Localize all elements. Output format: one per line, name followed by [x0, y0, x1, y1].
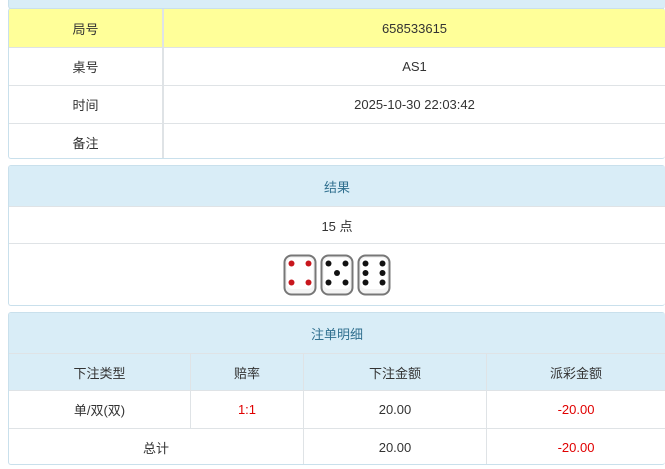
- round-info-table: 局号 658533615 桌号 AS1 时间 2025-10-30 22:03:42 …: [8, 8, 665, 159]
- row-round-id: 局号 658533615: [9, 9, 665, 47]
- bet-details-title: 注单明细: [9, 313, 665, 353]
- col-bet-type: 下注类型: [73, 365, 126, 381]
- note: [164, 124, 665, 158]
- bet-details-table: 注单明细 下注类型 赔率 下注金额 派彩金额 单/双(双) 1:1 20.00 …: [8, 312, 665, 465]
- payout: -20.00: [486, 391, 665, 428]
- col-odds: 赔率: [190, 354, 303, 390]
- points: 15 点: [9, 206, 665, 243]
- total-amount: 20.00: [303, 429, 486, 464]
- table-row: 单/双(双) 1:1 20.00 -20.00: [9, 390, 665, 428]
- round-id: 658533615: [381, 20, 448, 36]
- col-amount: 下注金额: [303, 354, 486, 390]
- table-id: AS1: [402, 59, 427, 74]
- bet-type: 单/双(双): [73, 403, 126, 418]
- row-table-id: 桌号 AS1: [9, 47, 665, 85]
- result-title: 结果: [9, 166, 665, 206]
- total-payout: -20.00: [486, 429, 665, 464]
- die-6-icon: [357, 254, 391, 295]
- die-5-icon: [320, 254, 354, 295]
- points-text: 15 点: [321, 218, 353, 234]
- label: 局号: [9, 9, 164, 47]
- time: 2025-10-30 22:03:42: [354, 97, 475, 112]
- label: 备注: [9, 124, 164, 158]
- col-payout: 派彩金额: [486, 354, 665, 390]
- row-time: 时间 2025-10-30 22:03:42: [9, 85, 665, 123]
- total-row: 总计 20.00 -20.00: [9, 428, 665, 464]
- total-label: 总计: [142, 440, 169, 456]
- label: 时间: [9, 86, 164, 123]
- row-note: 备注: [9, 123, 665, 158]
- die-4-icon: [283, 254, 317, 295]
- odds: 1:1: [190, 391, 303, 428]
- amount: 20.00: [303, 391, 486, 428]
- dice-row: [9, 243, 665, 305]
- header-row: 下注类型 赔率 下注金额 派彩金额: [9, 353, 665, 390]
- label: 桌号: [9, 48, 164, 85]
- result-panel: 结果 15 点: [8, 165, 665, 306]
